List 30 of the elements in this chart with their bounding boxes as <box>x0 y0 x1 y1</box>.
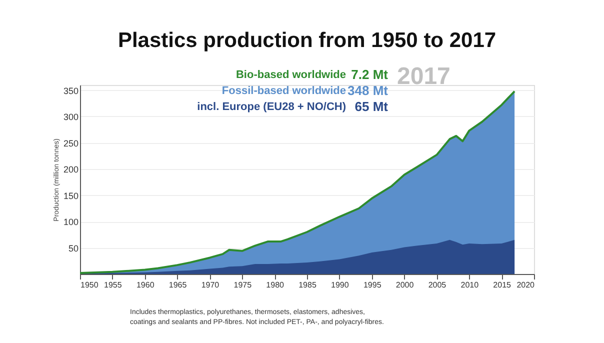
x-tick-label: 1970 <box>201 280 220 290</box>
y-tick-label: 350 <box>63 86 78 96</box>
annotation: 2017 <box>397 63 450 90</box>
x-tick-label: 1985 <box>298 280 317 290</box>
x-tick-label: 1950 <box>80 280 99 290</box>
x-tick-label: 2000 <box>396 280 414 290</box>
x-tick-label: 1980 <box>266 280 285 290</box>
text: 7.2 Mt <box>351 67 389 82</box>
y-tick-label: 200 <box>63 164 78 174</box>
x-tick-label: 2010 <box>460 280 480 290</box>
chart-title: Plastics production from 1950 to 2017 <box>118 29 496 52</box>
annotation: 348 Mt <box>348 83 389 98</box>
y-tick-label: 50 <box>68 243 78 254</box>
x-tick-label: 1960 <box>136 280 155 290</box>
x-tick-label: 1990 <box>331 280 350 290</box>
x-tick-label: 1995 <box>363 280 382 290</box>
y-tick-label: 250 <box>63 138 78 148</box>
y-tick-label: 100 <box>63 217 78 227</box>
text: Bio-based worldwide <box>236 69 346 81</box>
x-tick-label: 2015 <box>493 280 512 290</box>
x-tick-label: 1975 <box>234 280 252 290</box>
text: Fossil-based worldwide <box>222 85 346 97</box>
x-tick-label: 2020 <box>516 280 536 290</box>
x-tick-label: 1965 <box>168 280 188 290</box>
x-tick-label: 2005 <box>428 280 447 290</box>
annotation: 65 Mt <box>354 99 389 114</box>
y-tick-label: 150 <box>63 190 78 201</box>
y-tick-label: 300 <box>63 112 78 122</box>
text: incl. Europe (EU28 + NO/CH) <box>197 101 346 113</box>
x-tick-label: 1955 <box>104 280 122 290</box>
